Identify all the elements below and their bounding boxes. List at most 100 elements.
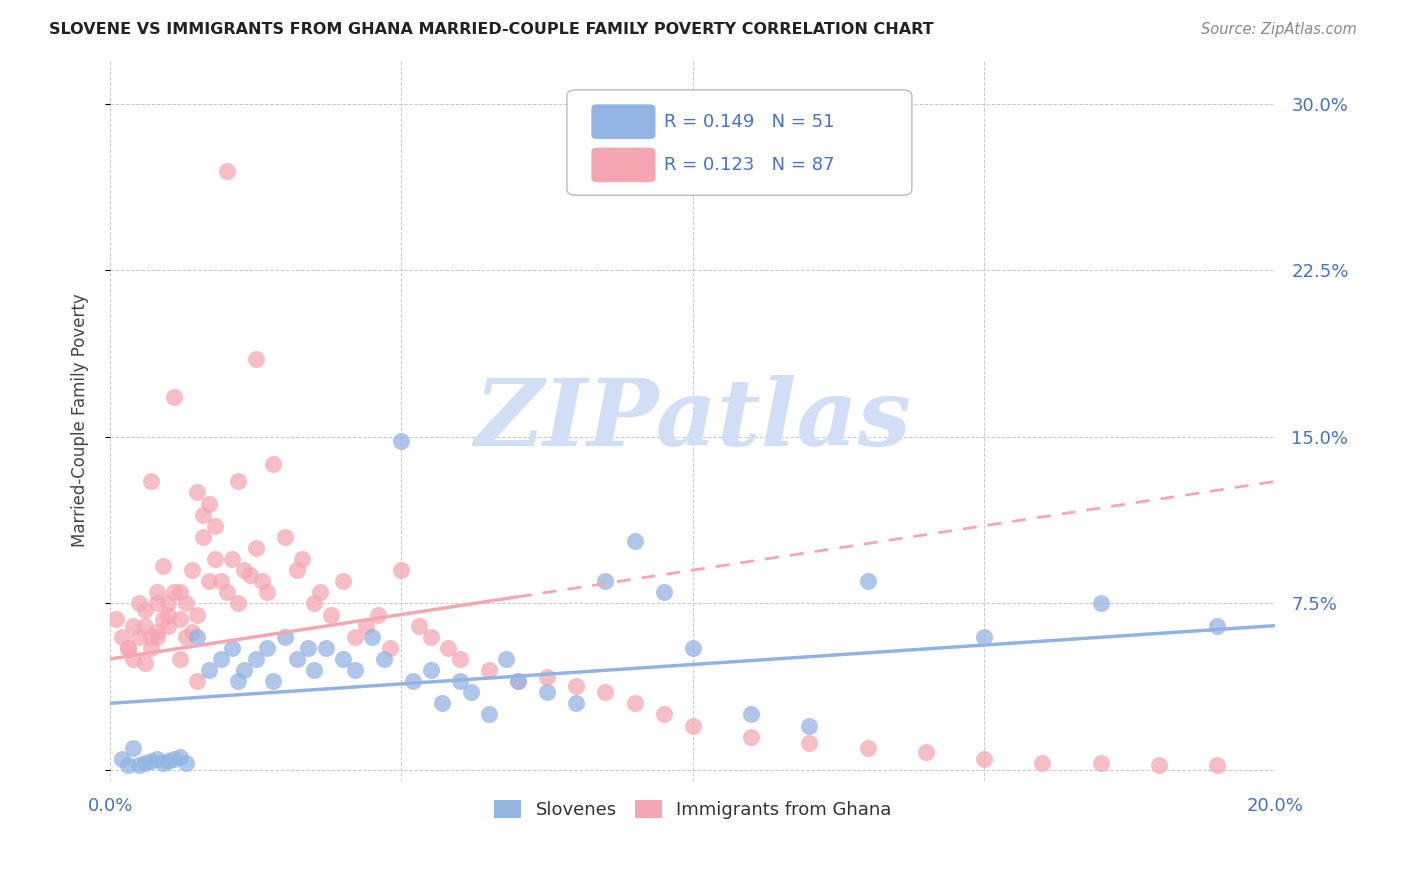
Point xyxy=(233,563,256,577)
Point xyxy=(506,674,529,689)
Point xyxy=(682,718,704,732)
Point xyxy=(122,652,145,666)
Point xyxy=(356,618,378,632)
Point xyxy=(157,596,180,610)
Point xyxy=(740,707,762,722)
Point xyxy=(565,679,588,693)
Point xyxy=(204,552,226,566)
Point xyxy=(262,457,284,471)
Point xyxy=(262,674,284,689)
Point xyxy=(1031,756,1053,771)
Point xyxy=(221,552,243,566)
Point xyxy=(302,596,325,610)
Point xyxy=(245,652,267,666)
Point xyxy=(856,740,879,755)
Point xyxy=(256,640,278,655)
Point xyxy=(221,640,243,655)
Point xyxy=(157,618,180,632)
Point xyxy=(478,707,501,722)
Point xyxy=(163,752,186,766)
Point xyxy=(799,736,821,750)
Point xyxy=(343,630,366,644)
Point xyxy=(1090,596,1112,610)
Point xyxy=(145,630,167,644)
Point xyxy=(973,630,995,644)
Point xyxy=(391,563,413,577)
Point xyxy=(536,685,558,699)
Point xyxy=(297,640,319,655)
Point xyxy=(285,563,308,577)
Point xyxy=(163,585,186,599)
Point xyxy=(128,758,150,772)
Point xyxy=(239,567,262,582)
Point xyxy=(122,740,145,755)
Point xyxy=(250,574,273,589)
Point xyxy=(321,607,343,622)
Point xyxy=(193,508,215,522)
Point xyxy=(623,696,645,710)
Point xyxy=(215,163,238,178)
Point xyxy=(169,749,191,764)
Point xyxy=(198,663,221,677)
Point xyxy=(174,756,197,771)
Point xyxy=(378,640,401,655)
Point xyxy=(128,596,150,610)
Point xyxy=(373,652,395,666)
FancyBboxPatch shape xyxy=(592,104,655,139)
Point xyxy=(391,434,413,449)
Point xyxy=(145,752,167,766)
Point xyxy=(856,574,879,589)
Point xyxy=(186,607,208,622)
Point xyxy=(117,758,139,772)
Point xyxy=(186,630,208,644)
Point xyxy=(169,612,191,626)
Point xyxy=(973,752,995,766)
Point xyxy=(332,652,354,666)
Point xyxy=(256,585,278,599)
Point xyxy=(139,630,162,644)
Point xyxy=(408,618,430,632)
Point xyxy=(682,640,704,655)
Point xyxy=(740,730,762,744)
Point xyxy=(134,756,156,771)
Point xyxy=(449,674,471,689)
Point xyxy=(180,563,202,577)
Point xyxy=(152,558,174,573)
Point xyxy=(915,745,938,759)
Point xyxy=(169,585,191,599)
Point xyxy=(332,574,354,589)
Point xyxy=(1206,758,1229,772)
Point xyxy=(209,574,232,589)
Point xyxy=(128,630,150,644)
Point xyxy=(186,674,208,689)
Point xyxy=(174,596,197,610)
Point xyxy=(117,640,139,655)
Point xyxy=(419,663,441,677)
Point xyxy=(134,603,156,617)
Text: Source: ZipAtlas.com: Source: ZipAtlas.com xyxy=(1201,22,1357,37)
Point xyxy=(174,630,197,644)
Point xyxy=(226,475,249,489)
Point xyxy=(245,352,267,367)
Text: R = 0.149   N = 51: R = 0.149 N = 51 xyxy=(664,112,834,130)
Point xyxy=(478,663,501,677)
Point xyxy=(361,630,384,644)
Point xyxy=(274,630,297,644)
Point xyxy=(233,663,256,677)
Point xyxy=(285,652,308,666)
Y-axis label: Married-Couple Family Poverty: Married-Couple Family Poverty xyxy=(72,293,89,547)
Point xyxy=(139,640,162,655)
Point xyxy=(652,707,675,722)
Point xyxy=(437,640,460,655)
Point xyxy=(799,718,821,732)
Point xyxy=(163,390,186,404)
Point xyxy=(343,663,366,677)
Point xyxy=(367,607,389,622)
Point xyxy=(111,630,134,644)
Point xyxy=(1090,756,1112,771)
Point xyxy=(157,754,180,768)
Point xyxy=(506,674,529,689)
Point xyxy=(623,534,645,549)
Point xyxy=(193,530,215,544)
Point xyxy=(122,618,145,632)
